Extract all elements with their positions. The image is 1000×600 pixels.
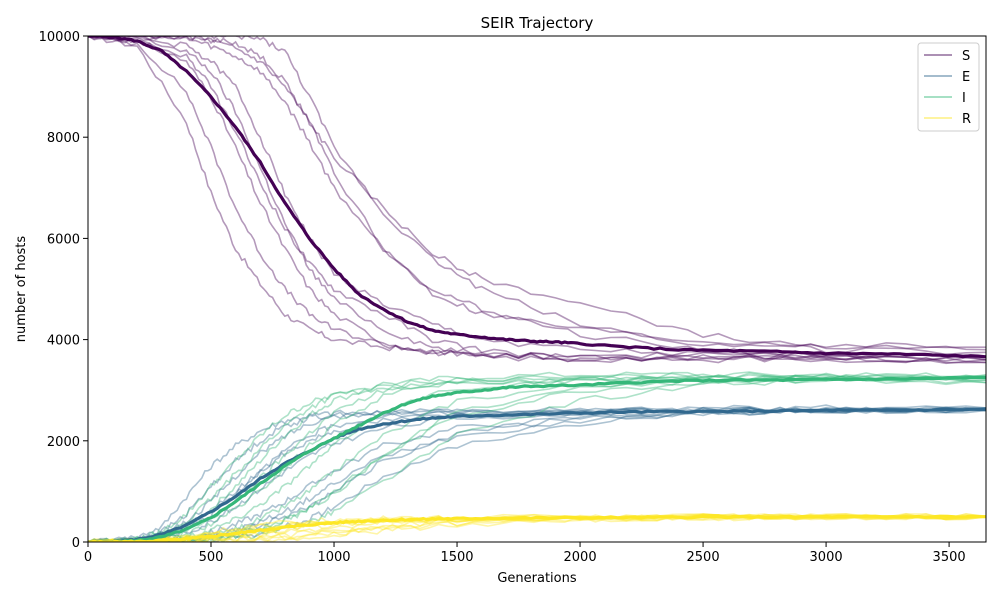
- mean-line-e: [88, 407, 986, 542]
- x-tick-label: 1000: [317, 550, 350, 565]
- x-tick-label: 0: [84, 550, 92, 565]
- legend-label-e: E: [962, 70, 970, 85]
- legend-label-r: R: [962, 112, 971, 127]
- legend-label-i: I: [962, 91, 966, 106]
- run-line-s-3: [88, 36, 986, 364]
- y-tick-label: 4000: [47, 334, 80, 349]
- chart-title: SEIR Trajectory: [481, 14, 594, 32]
- run-line-s-1: [88, 36, 986, 362]
- plot-area: [88, 36, 986, 542]
- x-axis-label: Generations: [497, 571, 577, 586]
- run-line-i-1: [88, 373, 986, 542]
- x-tick-label: 3500: [933, 550, 966, 565]
- y-tick-label: 0: [72, 536, 80, 551]
- y-tick-label: 6000: [47, 232, 80, 247]
- run-line-i-6: [88, 373, 986, 542]
- run-line-i-5: [88, 374, 986, 542]
- run-line-e-2: [88, 404, 986, 542]
- legend-box: [917, 42, 980, 132]
- run-line-s-9: [88, 36, 986, 351]
- y-tick-label: 8000: [47, 131, 80, 146]
- mean-line-r: [88, 514, 986, 542]
- run-line-s-6: [88, 36, 986, 364]
- mean-line-s: [88, 36, 986, 359]
- y-tick-label: 10000: [39, 30, 80, 45]
- x-tick-label: 1500: [440, 550, 473, 565]
- run-line-e-1: [88, 406, 986, 542]
- run-line-s-7: [88, 36, 986, 359]
- run-line-s-4: [88, 36, 986, 365]
- x-tick-label: 3000: [810, 550, 843, 565]
- run-line-s-8: [88, 36, 986, 356]
- run-line-r-1: [88, 512, 986, 542]
- y-axis-label: number of hosts: [14, 236, 29, 343]
- plot-frame: [87, 35, 987, 543]
- run-line-s-10: [88, 36, 986, 349]
- legend-label-s: S: [962, 49, 970, 64]
- run-line-e-6: [88, 406, 986, 542]
- legend: SEIR: [917, 42, 980, 132]
- run-line-s-2: [88, 36, 986, 362]
- y-tick-label: 2000: [47, 435, 80, 450]
- run-line-r-6: [88, 513, 986, 542]
- x-tick-label: 500: [199, 550, 224, 565]
- run-line-e-9: [88, 407, 986, 542]
- run-line-s-5: [88, 36, 986, 364]
- x-tick-label: 2000: [564, 550, 597, 565]
- mean-lines: [88, 36, 986, 542]
- y-axis: 0 2000 4000 6000 8000 10000: [39, 30, 88, 551]
- x-tick-label: 2500: [687, 550, 720, 565]
- run-line-i-4: [88, 372, 986, 542]
- mean-line-i: [88, 375, 986, 542]
- x-axis: 0 500 1000 1500 2000 2500 3000 3500: [84, 542, 966, 565]
